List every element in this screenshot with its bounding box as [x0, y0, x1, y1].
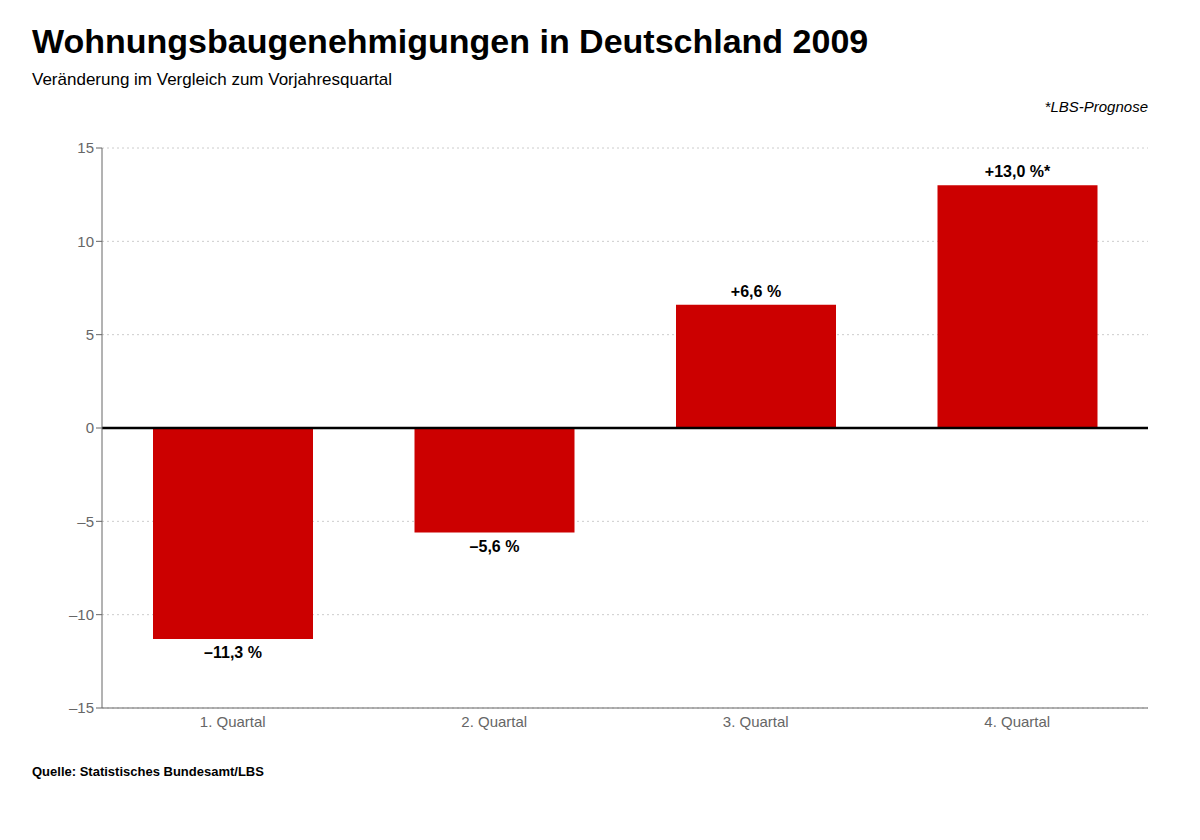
- svg-text:0: 0: [86, 419, 94, 436]
- html-text:*LBS-Prognose: *LBS-Prognose: [1044, 98, 1148, 115]
- html-text:Quelle: Statistisches Bundesam: Quelle: Statistisches Bundesamt/LBS: [32, 764, 264, 779]
- svg-text:4. Quartal: 4. Quartal: [984, 713, 1050, 730]
- svg-text:1. Quartal: 1. Quartal: [200, 713, 266, 730]
- svg-text:5: 5: [86, 326, 94, 343]
- svg-text:2. Quartal: 2. Quartal: [461, 713, 527, 730]
- svg-text:+6,6 %: +6,6 %: [731, 283, 781, 300]
- html-text:Veränderung im Vergleich zum V: Veränderung im Vergleich zum Vorjahresqu…: [32, 70, 392, 89]
- svg-text:–15: –15: [69, 699, 94, 716]
- svg-text:+13,0 %*: +13,0 %*: [985, 163, 1051, 180]
- svg-text:3. Quartal: 3. Quartal: [723, 713, 789, 730]
- svg-text:–10: –10: [69, 606, 94, 623]
- html-text:Wohnungsbaugenehmigungen in De: Wohnungsbaugenehmigungen in Deutschland …: [32, 22, 869, 60]
- svg-text:10: 10: [77, 233, 94, 250]
- svg-text:–5: –5: [77, 513, 94, 530]
- svg-text:–11,3 %: –11,3 %: [204, 644, 262, 661]
- svg-text:–5,6 %: –5,6 %: [470, 538, 520, 555]
- svg-text:15: 15: [77, 139, 94, 156]
